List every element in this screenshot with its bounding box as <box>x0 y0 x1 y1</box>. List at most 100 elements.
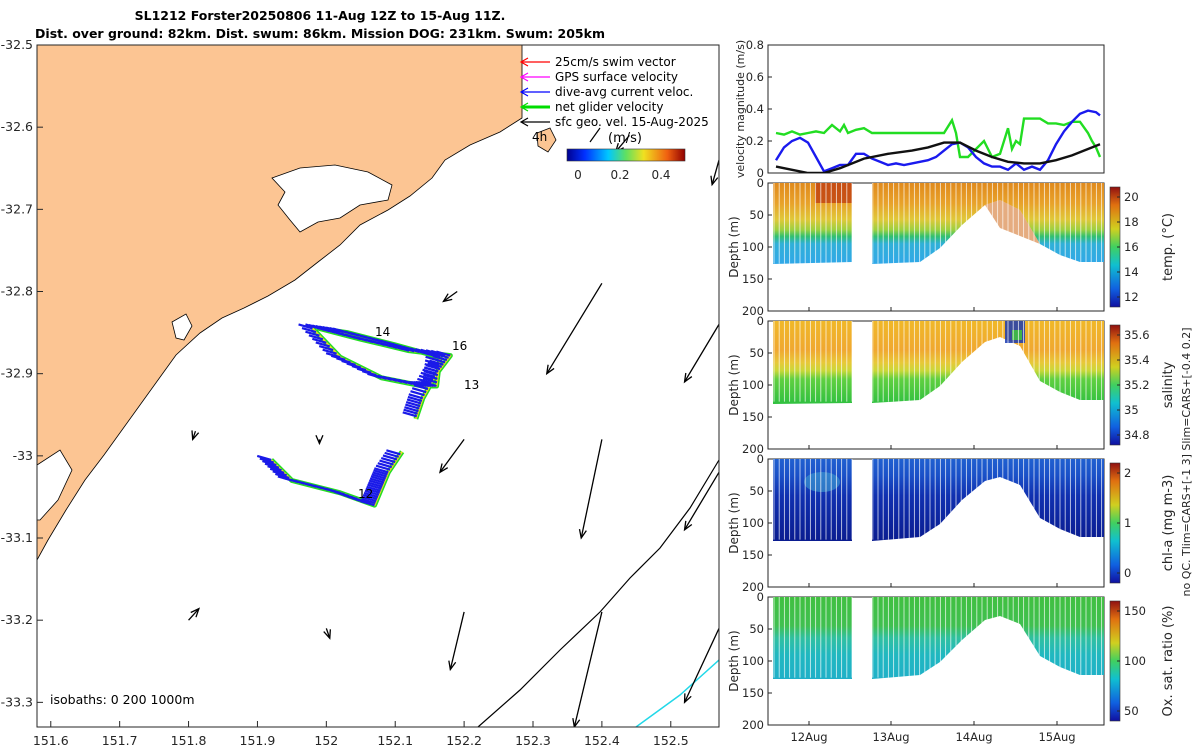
section-temperature <box>767 182 1105 312</box>
colorbar-unit: (m/s) <box>608 131 642 146</box>
colorbar-tick-label: 100 <box>1124 654 1146 668</box>
dive-avg-current-arrow <box>425 364 441 371</box>
dive-avg-current-arrow <box>418 374 434 381</box>
dive-avg-current-arrow <box>360 500 375 507</box>
dive-avg-current-arrow <box>361 498 376 505</box>
depth-axis-label: Depth (m) <box>727 216 741 277</box>
current-vector <box>546 282 603 375</box>
dive-avg-current-arrow <box>374 467 389 474</box>
lon-tick-label: 152 <box>314 733 338 748</box>
dive-avg-current-arrow <box>371 473 387 480</box>
dive-avg-current-arrow <box>410 390 425 397</box>
colorbar-tick-label: 35.2 <box>1124 378 1150 392</box>
dive-avg-current-arrow <box>361 495 377 503</box>
scale-arrow-icon <box>589 127 601 143</box>
lat-tick-label: -33 <box>13 448 33 463</box>
colorbar-tick: 0.4 <box>651 168 670 182</box>
colorbar-label: salinity <box>1161 361 1176 408</box>
lon-tick-label: 152.5 <box>653 733 689 748</box>
dive-avg-current-arrow <box>366 485 381 492</box>
colorbar-tick-label: 150 <box>1124 604 1146 618</box>
dive-avg-current-arrow <box>403 408 418 415</box>
depth-axis-label: Depth (m) <box>727 630 741 691</box>
current-vector <box>580 439 603 539</box>
dive-avg-current-arrow <box>364 489 380 496</box>
isobath-200m <box>477 459 719 727</box>
current-vector-head <box>439 463 449 474</box>
day-label: 13 <box>464 378 479 392</box>
dive-avg-current-arrow <box>422 377 438 384</box>
dive-avg-current-arrow <box>312 337 327 344</box>
speed-colorbar <box>566 148 686 162</box>
current-vector-head <box>442 293 453 303</box>
dive-avg-current-arrow <box>408 393 424 400</box>
colorbar-tick-label: 35.6 <box>1124 328 1150 342</box>
lat-tick-label: -33.1 <box>1 530 33 545</box>
velocity-axis: 0 0.2 0.4 0.6 0.8 <box>746 38 772 180</box>
velocity-series-line <box>774 109 1101 173</box>
dive-avg-current-arrow <box>370 475 386 482</box>
depth-tick-label: 150 <box>742 272 764 286</box>
warm-core <box>985 200 1040 244</box>
current-vector <box>683 324 719 383</box>
qc-note: no QC. Tlim=CARS+[-1 3] Slim=CARS+[-0.4 … <box>1180 328 1193 597</box>
dive-avg-current-arrow <box>413 384 429 391</box>
depth-tick-label: 50 <box>749 622 764 636</box>
current-vector <box>188 608 200 621</box>
dive-avg-current-arrow <box>386 449 401 456</box>
velocity-tick-label: 0 <box>757 166 764 180</box>
colorbar-tick-label: 18 <box>1124 215 1139 229</box>
velocity-series-line <box>775 141 1101 173</box>
depth-tick-label: 150 <box>742 686 764 700</box>
current-vector <box>439 439 465 473</box>
dive-avg-current-arrow <box>262 460 277 467</box>
dive-avg-current-arrow <box>382 454 398 461</box>
colorbar-tick-label: 35 <box>1124 403 1139 417</box>
lat-tick-label: -33.3 <box>1 694 33 709</box>
dive-avg-current-arrow <box>380 456 396 464</box>
dive-avg-current-arrow <box>404 406 419 413</box>
colorbar-tick-label: 12 <box>1124 290 1139 304</box>
dive-avg-current-arrow <box>318 344 334 352</box>
current-vector-head <box>545 364 555 376</box>
colorbar-tick-label: 1 <box>1124 516 1131 530</box>
map-axes: 151.6 151.7 151.8 151.9 152 152.1 152.2 152.3 15… <box>1 37 689 748</box>
section-field <box>773 459 1104 541</box>
current-vector <box>711 159 719 185</box>
dive-avg-current-arrow <box>379 459 394 466</box>
velocity-tick-label: 0.8 <box>746 38 764 52</box>
dive-avg-current-arrow <box>259 457 275 464</box>
current-vector-head <box>578 529 587 540</box>
depth-axis-label: Depth (m) <box>727 492 741 553</box>
map-land <box>37 45 523 561</box>
dive-avg-current-arrow <box>411 387 427 394</box>
time-tick-label: 15Aug <box>1038 730 1075 744</box>
current-vector <box>443 290 458 302</box>
dive-avg-current-arrow <box>365 487 381 494</box>
depth-tick-label: 100 <box>742 654 764 668</box>
velocity-ylabel: velocity magnitude (m/s) <box>734 40 747 178</box>
dive-avg-current-arrow <box>422 368 437 375</box>
dive-avg-current-arrow <box>405 400 421 408</box>
colorbar-tick-label: 34.8 <box>1124 428 1150 442</box>
dive-avg-current-arrow <box>367 483 382 490</box>
depth-tick-label: 0 <box>757 314 764 328</box>
colorbar-tick-label: 2 <box>1124 466 1131 480</box>
warm-surface <box>815 183 852 203</box>
lon-tick-label: 152.3 <box>515 733 551 748</box>
velocity-tick-label: 0.6 <box>746 70 764 84</box>
section-oxygen <box>767 596 1105 726</box>
section-field <box>773 183 1104 264</box>
dive-avg-current-arrow <box>405 403 420 410</box>
depth-tick-label: 0 <box>757 452 764 466</box>
dive-avg-current-arrow <box>322 348 337 355</box>
lon-tick-label: 151.9 <box>240 733 276 748</box>
dive-avg-current-arrow <box>417 377 432 384</box>
dive-avg-current-arrow <box>436 350 451 357</box>
lon-tick-label: 151.8 <box>171 733 207 748</box>
depth-tick-label: 50 <box>749 484 764 498</box>
current-vector-head <box>572 718 581 727</box>
dive-avg-current-arrow <box>363 491 379 498</box>
dive-avg-current-arrow <box>369 477 385 484</box>
